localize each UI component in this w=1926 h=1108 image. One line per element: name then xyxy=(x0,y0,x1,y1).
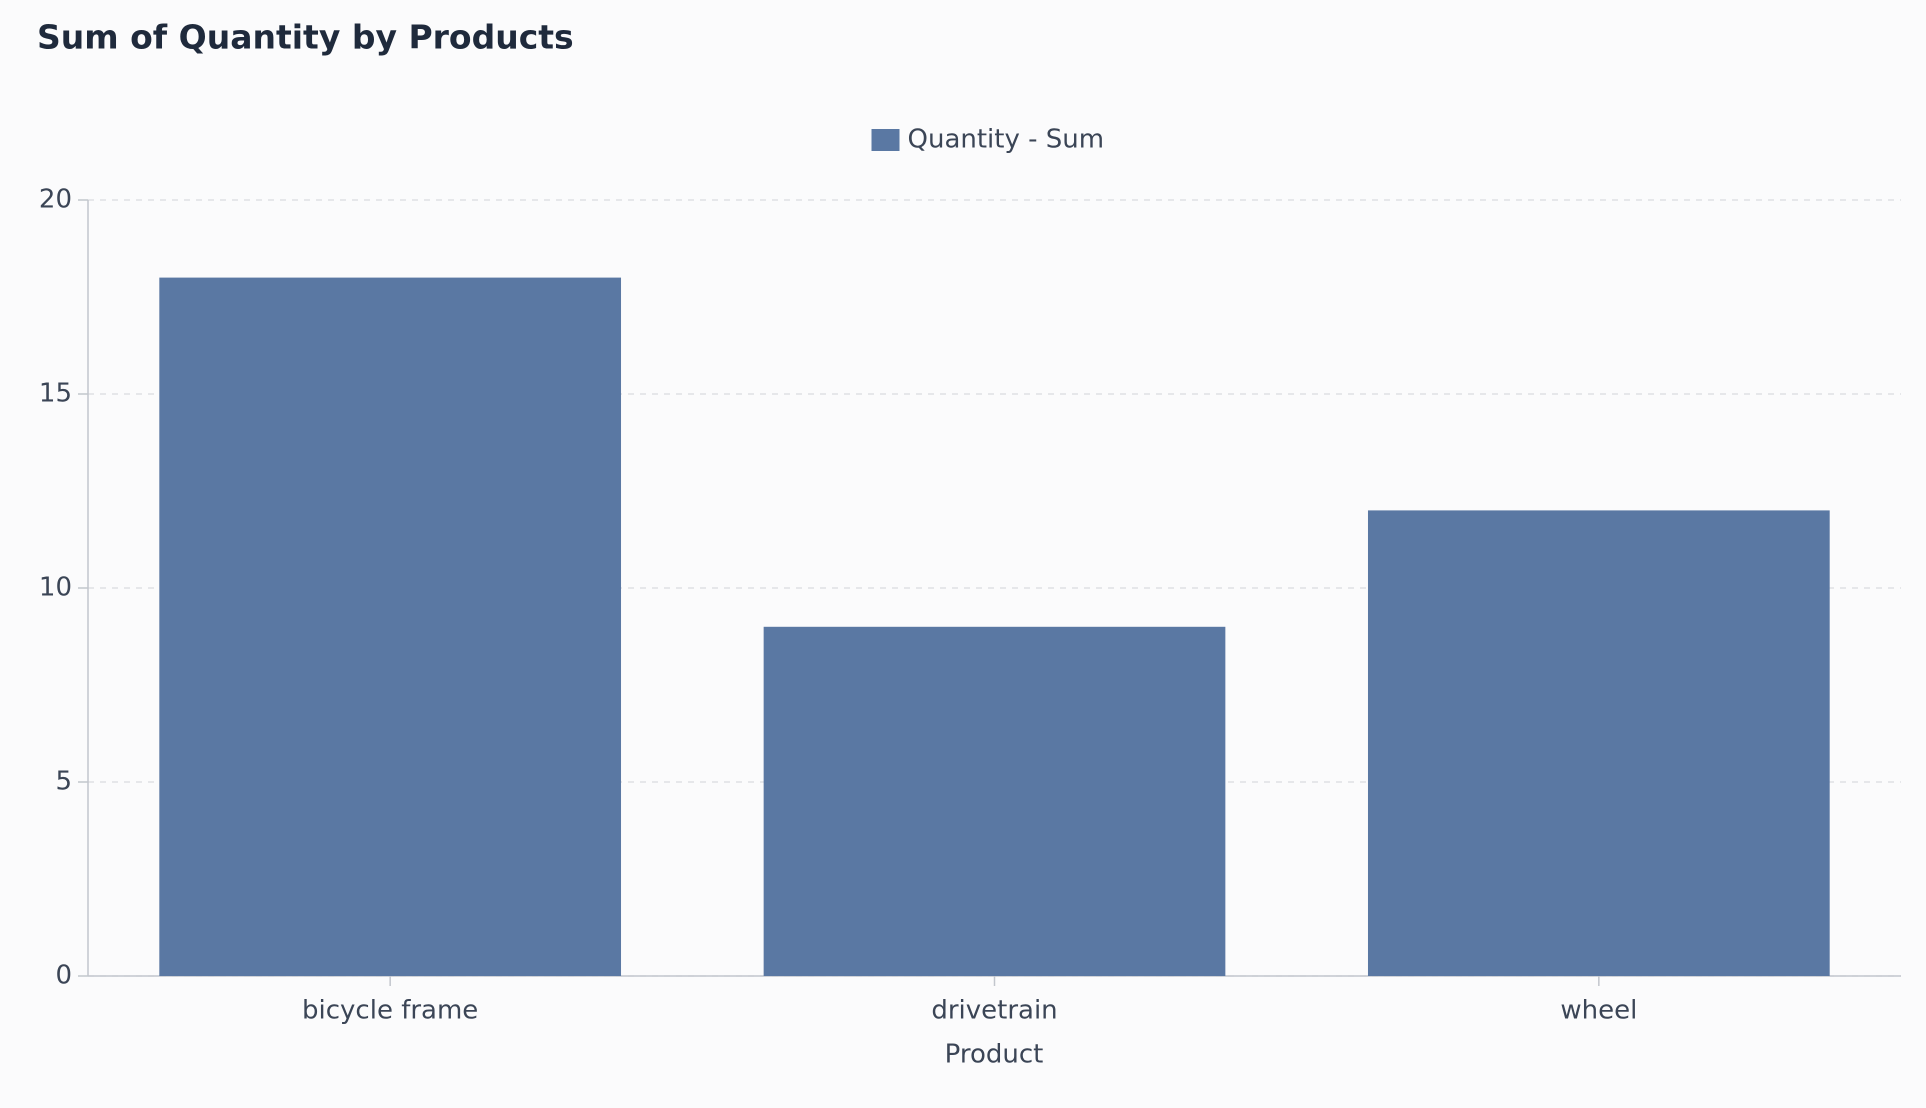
bar xyxy=(159,277,622,977)
y-tick-label: 0 xyxy=(55,961,72,991)
bar xyxy=(763,626,1226,976)
x-tick-label: wheel xyxy=(1560,996,1637,1026)
legend-swatch xyxy=(871,129,900,151)
y-tick-label: 15 xyxy=(39,379,72,409)
x-tick-label: drivetrain xyxy=(931,996,1057,1026)
chart-title: Sum of Quantity by Products xyxy=(37,18,574,57)
y-tick-label: 5 xyxy=(55,767,72,797)
y-tick-label: 10 xyxy=(39,573,72,603)
x-axis-title: Product xyxy=(945,1040,1044,1070)
x-tick-label: bicycle frame xyxy=(302,996,478,1026)
legend-label: Quantity - Sum xyxy=(908,125,1105,155)
bar xyxy=(1367,510,1830,976)
y-tick-label: 20 xyxy=(39,185,72,215)
